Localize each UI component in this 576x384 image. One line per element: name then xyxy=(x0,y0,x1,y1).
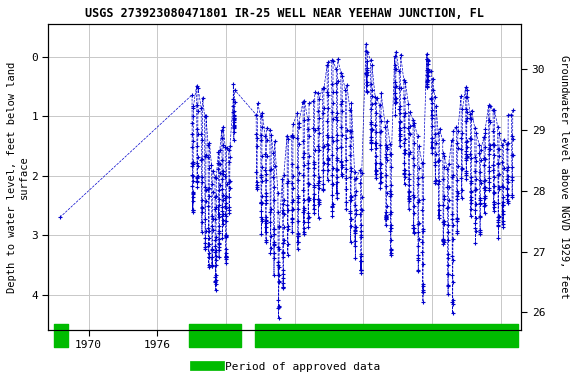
Y-axis label: Depth to water level, feet below land
surface: Depth to water level, feet below land su… xyxy=(7,61,29,293)
Legend: Period of approved data: Period of approved data xyxy=(191,357,385,377)
Y-axis label: Groundwater level above NGVD 1929, feet: Groundwater level above NGVD 1929, feet xyxy=(559,55,569,299)
Title: USGS 273923080471801 IR-25 WELL NEAR YEEHAW JUNCTION, FL: USGS 273923080471801 IR-25 WELL NEAR YEE… xyxy=(85,7,484,20)
